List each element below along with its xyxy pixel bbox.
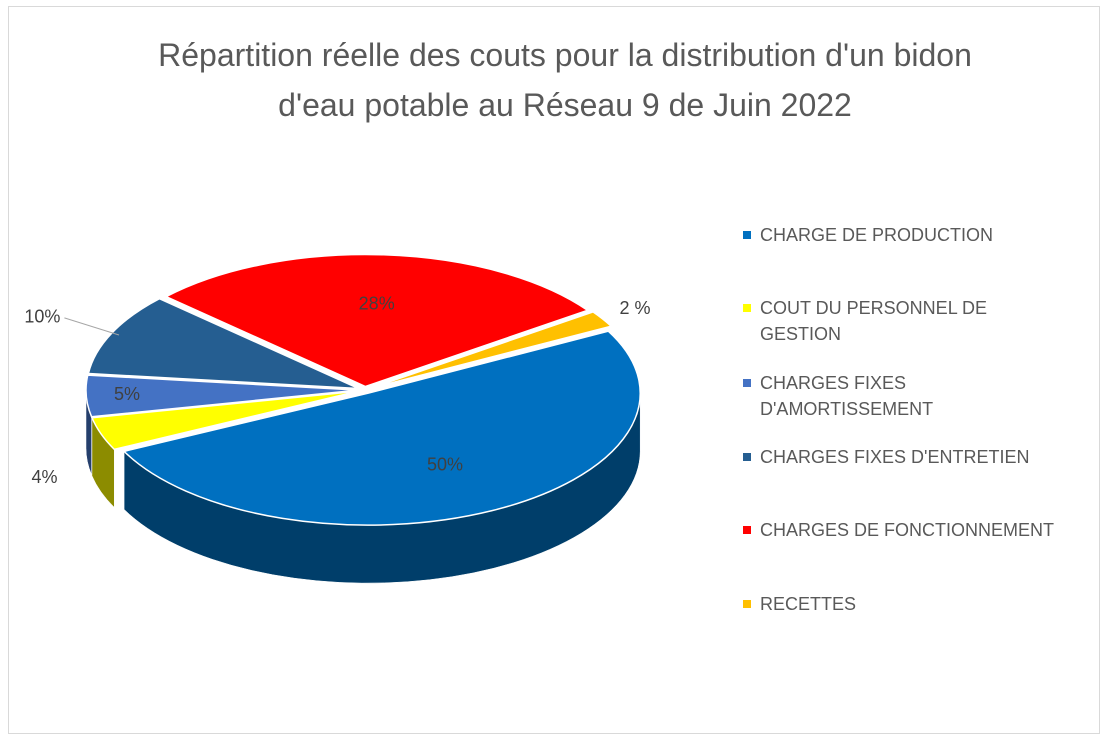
legend-swatch bbox=[743, 526, 751, 534]
legend-swatch bbox=[743, 453, 751, 461]
data-label: 2 % bbox=[619, 298, 650, 318]
slice bbox=[164, 253, 590, 388]
legend-item: CHARGES DE FONCTIONNEMENT bbox=[740, 517, 1070, 543]
legend-label: RECETTES bbox=[760, 594, 857, 614]
legend-item: RECETTES bbox=[740, 591, 1070, 617]
chart-title: Répartition réelle des couts pour la dis… bbox=[158, 37, 972, 123]
legend-swatch bbox=[743, 379, 751, 387]
chart-border bbox=[8, 6, 1100, 734]
slice bbox=[87, 297, 359, 390]
legend-item: CHARGES FIXES D'AMORTISSEMENT bbox=[740, 370, 1070, 422]
data-label: 5% bbox=[114, 384, 140, 404]
slice bbox=[85, 374, 359, 418]
legend-item: CHARGE DE PRODUCTION bbox=[740, 222, 1070, 248]
slice bbox=[122, 330, 641, 526]
data-label: 4% bbox=[31, 467, 57, 487]
legend-item: CHARGES FIXES D'ENTRETIEN bbox=[740, 444, 1070, 470]
legend-label: CHARGES FIXES D'ENTRETIEN bbox=[760, 447, 1030, 467]
data-label: 10% bbox=[24, 307, 60, 327]
legend-item: COUT DU PERSONNEL DE GESTION bbox=[740, 295, 1070, 347]
legend-label: CHARGE DE PRODUCTION bbox=[760, 225, 994, 245]
legend-label: COUT DU PERSONNEL DE GESTION bbox=[760, 298, 988, 344]
data-label: 50% bbox=[427, 455, 463, 475]
legend-label: CHARGES DE FONCTIONNEMENT bbox=[760, 520, 1055, 540]
legend-swatch bbox=[743, 600, 751, 608]
legend-swatch bbox=[743, 304, 751, 312]
data-label: 28% bbox=[359, 294, 395, 314]
leader-line bbox=[64, 317, 120, 336]
slice bbox=[370, 311, 613, 389]
legend-label: CHARGES FIXES D'AMORTISSEMENT bbox=[760, 373, 934, 419]
slice bbox=[90, 390, 359, 451]
legend-swatch bbox=[743, 231, 751, 239]
